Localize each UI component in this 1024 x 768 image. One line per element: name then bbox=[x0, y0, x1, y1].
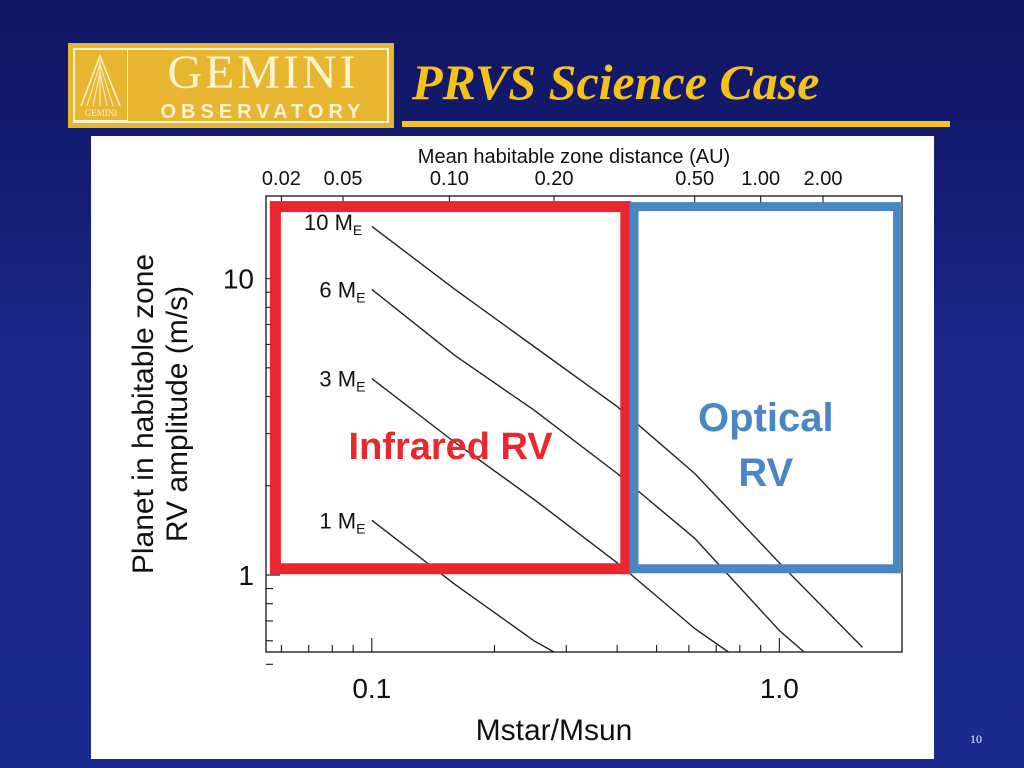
top-axis-title: Mean habitable zone distance (AU) bbox=[418, 146, 730, 168]
dome-glyph bbox=[80, 53, 121, 107]
series-line-1 bbox=[371, 225, 863, 648]
top-axis-tick-label: 1.00 bbox=[741, 168, 780, 190]
optical-rv-label-line2: RV bbox=[738, 451, 793, 495]
logo-name-bottom: OBSERVATORY bbox=[160, 101, 366, 123]
series-label-main: 3 M bbox=[319, 367, 356, 392]
gemini-logo: GEMINI GEMINI OBSERVATORY bbox=[68, 43, 394, 128]
top-axis-tick-label: 0.02 bbox=[262, 168, 301, 190]
series-label: 3 ME bbox=[319, 367, 365, 395]
top-axis-tick-label: 0.10 bbox=[430, 168, 469, 190]
optical-rv-box bbox=[629, 202, 903, 574]
y-tick-label: 1 bbox=[238, 560, 254, 591]
top-axis-tick-label: 0.20 bbox=[535, 168, 574, 190]
slide-number: 10 bbox=[970, 732, 982, 746]
series-label-sub: E bbox=[356, 289, 365, 305]
series-label-sub: E bbox=[356, 520, 365, 536]
telescope-dome-icon: GEMINI bbox=[74, 49, 128, 121]
chart-panel: 0.1 1.0 1 10 Mean habitable zone distance (A… bbox=[91, 136, 934, 759]
series-label-main: 6 M bbox=[319, 277, 356, 302]
y-axis-title-line1: Planet in habitable zone bbox=[127, 254, 160, 574]
series-label-sub: E bbox=[353, 222, 362, 238]
series-label: 1 ME bbox=[319, 508, 365, 536]
series-line-2 bbox=[371, 288, 805, 653]
habitable-zone-rv-chart: 0.1 1.0 1 10 Mean habitable zone distance (A… bbox=[127, 146, 903, 747]
x-axis-title: Mstar/Msun bbox=[476, 714, 633, 747]
y-tick-label: 10 bbox=[223, 264, 254, 295]
series-label-main: 10 M bbox=[304, 210, 353, 235]
top-axis-tick-label: 2.00 bbox=[804, 168, 843, 190]
top-axis-tick-label: 0.50 bbox=[675, 168, 714, 190]
slide-title: PRVS Science Case bbox=[412, 54, 820, 110]
x-tick-label: 0.1 bbox=[352, 673, 391, 704]
series-label: 10 ME bbox=[304, 210, 362, 238]
y-axis-title-line2: RV amplitude (m/s) bbox=[161, 286, 194, 542]
title-underline bbox=[402, 121, 950, 127]
logo-name-top: GEMINI bbox=[167, 46, 359, 99]
top-axis-tick-label: 0.05 bbox=[324, 168, 363, 190]
infrared-rv-label: Infrared RV bbox=[349, 426, 554, 468]
series-label: 6 ME bbox=[319, 277, 365, 305]
infrared-rv-box bbox=[269, 201, 632, 575]
x-tick-label: 1.0 bbox=[760, 673, 799, 704]
optical-rv-label-line1: Optical bbox=[698, 396, 834, 440]
series-label-main: 1 M bbox=[319, 508, 356, 533]
series-line-4 bbox=[371, 519, 555, 653]
logo-mark-text: GEMINI bbox=[84, 108, 118, 118]
series-line-3 bbox=[371, 378, 729, 653]
series-label-sub: E bbox=[356, 379, 365, 395]
